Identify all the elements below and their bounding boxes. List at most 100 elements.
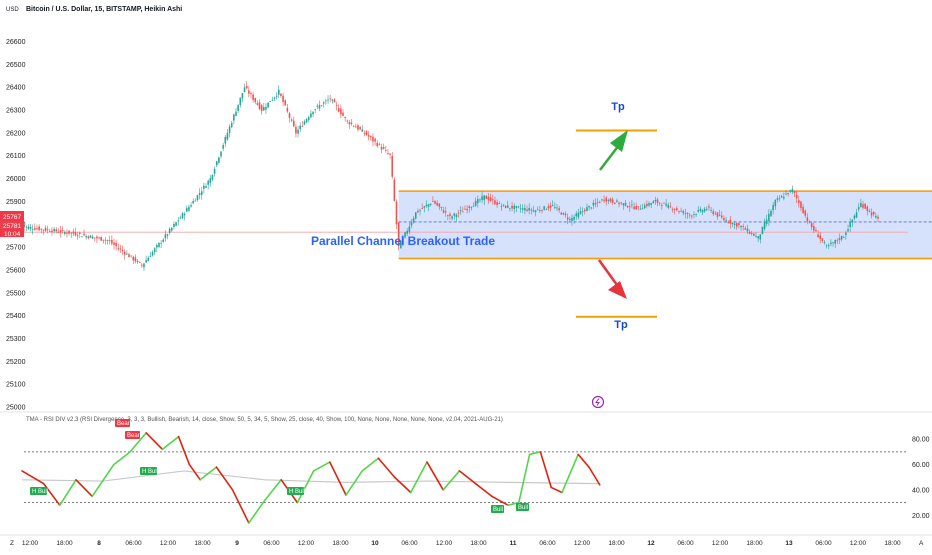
rsi-segment: [113, 451, 131, 466]
candle-body: [746, 228, 749, 232]
candle-body: [815, 229, 817, 232]
rsi-tick-label: 40.00: [912, 487, 930, 494]
candle-body: [504, 205, 507, 208]
price-tag-countdown: [0, 229, 24, 237]
candle-body: [669, 206, 672, 208]
rsi-segment: [588, 466, 601, 486]
candle-body: [521, 208, 524, 210]
candle-body: [802, 206, 804, 214]
rsi-segment: [517, 453, 531, 504]
candle-body: [656, 199, 659, 203]
candle-body: [350, 122, 353, 125]
candle-body: [575, 213, 578, 217]
candle-body: [451, 216, 453, 219]
candle-body: [245, 85, 248, 89]
candle-body: [117, 248, 120, 250]
candle-body: [226, 132, 229, 140]
candle-body: [399, 240, 402, 249]
signal-badges: Bear Bear H Bull H Bull H Bull Bull Bull: [30, 419, 529, 513]
candle-body: [506, 205, 509, 208]
candle-body: [652, 201, 655, 204]
rsi-segment: [458, 470, 477, 485]
candle-body: [511, 205, 513, 209]
candle-body: [260, 105, 263, 112]
candle-body: [190, 205, 192, 207]
candle-body: [840, 235, 843, 240]
candle-body: [158, 242, 160, 248]
candle-body: [361, 129, 364, 132]
candle-body: [220, 151, 222, 157]
time-tick-label: 12:00: [712, 540, 729, 547]
price-tick-label: 26200: [6, 130, 26, 137]
candle-body: [455, 214, 458, 218]
auto-scale-button[interactable]: A: [919, 540, 924, 547]
candle-body: [36, 228, 38, 229]
candle-body: [53, 228, 55, 232]
candle-body: [252, 94, 254, 100]
candle-body: [432, 201, 434, 202]
chart-logo-icon[interactable]: [591, 395, 605, 409]
candle-body: [106, 240, 109, 241]
candle-body: [64, 231, 66, 234]
badge-bear-2: Bear: [125, 431, 140, 439]
candle-body: [23, 226, 25, 228]
tp-upper-label: Tp: [611, 101, 625, 113]
candle-body: [98, 237, 100, 239]
candle-body: [487, 196, 490, 201]
candle-body: [851, 219, 854, 223]
candle-body: [834, 239, 836, 244]
candle-body: [695, 213, 697, 215]
price-tick-label: 26300: [6, 107, 26, 114]
candle-body: [868, 211, 871, 212]
candle-body: [166, 234, 169, 236]
candle-body: [78, 232, 81, 234]
candle-body: [121, 249, 124, 252]
candle-body: [616, 200, 618, 202]
candle-body: [149, 256, 152, 258]
time-axis[interactable]: 12:00 18:00 8 06:00 12:00 18:00 9 06:00 12:00 18:…: [22, 540, 901, 547]
candle-body: [282, 95, 284, 102]
candle-body: [237, 104, 239, 111]
candle-body: [421, 207, 423, 209]
time-tick-label: 06:00: [263, 540, 280, 547]
candle-body: [577, 212, 580, 218]
svg-text:Bear: Bear: [117, 421, 130, 427]
timezone-z-button[interactable]: Z: [10, 540, 14, 547]
time-tick-label: 06:00: [677, 540, 694, 547]
badge-hbull-2: H Bull: [30, 487, 48, 495]
candle-body: [436, 202, 438, 206]
candle-body: [200, 191, 203, 195]
candle-body: [684, 212, 687, 214]
parallel-channel[interactable]: [398, 191, 932, 259]
badge-bull-1: Bull: [491, 505, 504, 513]
candle-body: [838, 238, 841, 240]
candle-body: [733, 223, 736, 225]
candle-body: [633, 206, 635, 210]
candle-body: [222, 145, 224, 149]
rsi-segment: [312, 461, 331, 472]
candle-body: [235, 111, 237, 116]
candle-body: [185, 208, 188, 212]
rsi-segment: [215, 466, 234, 491]
candle-body: [742, 226, 744, 227]
rsi-segment: [328, 461, 347, 496]
candle-body: [288, 113, 291, 118]
candle-body: [444, 211, 447, 213]
candle-body: [492, 199, 494, 201]
time-tick-label: 12:00: [160, 540, 177, 547]
candle-body: [38, 226, 40, 231]
candle-body: [228, 126, 231, 134]
rsi-segment: [21, 470, 45, 485]
time-tick-label: 06:00: [401, 540, 418, 547]
candle-body: [658, 202, 661, 204]
candle-body: [611, 199, 614, 203]
time-tick-label: 18:00: [884, 540, 901, 547]
time-tick-label: 06:00: [125, 540, 142, 547]
candle-body: [558, 208, 560, 211]
candle-body: [269, 101, 272, 102]
time-tick-label: 12:00: [436, 540, 453, 547]
rsi-segment: [393, 476, 412, 494]
